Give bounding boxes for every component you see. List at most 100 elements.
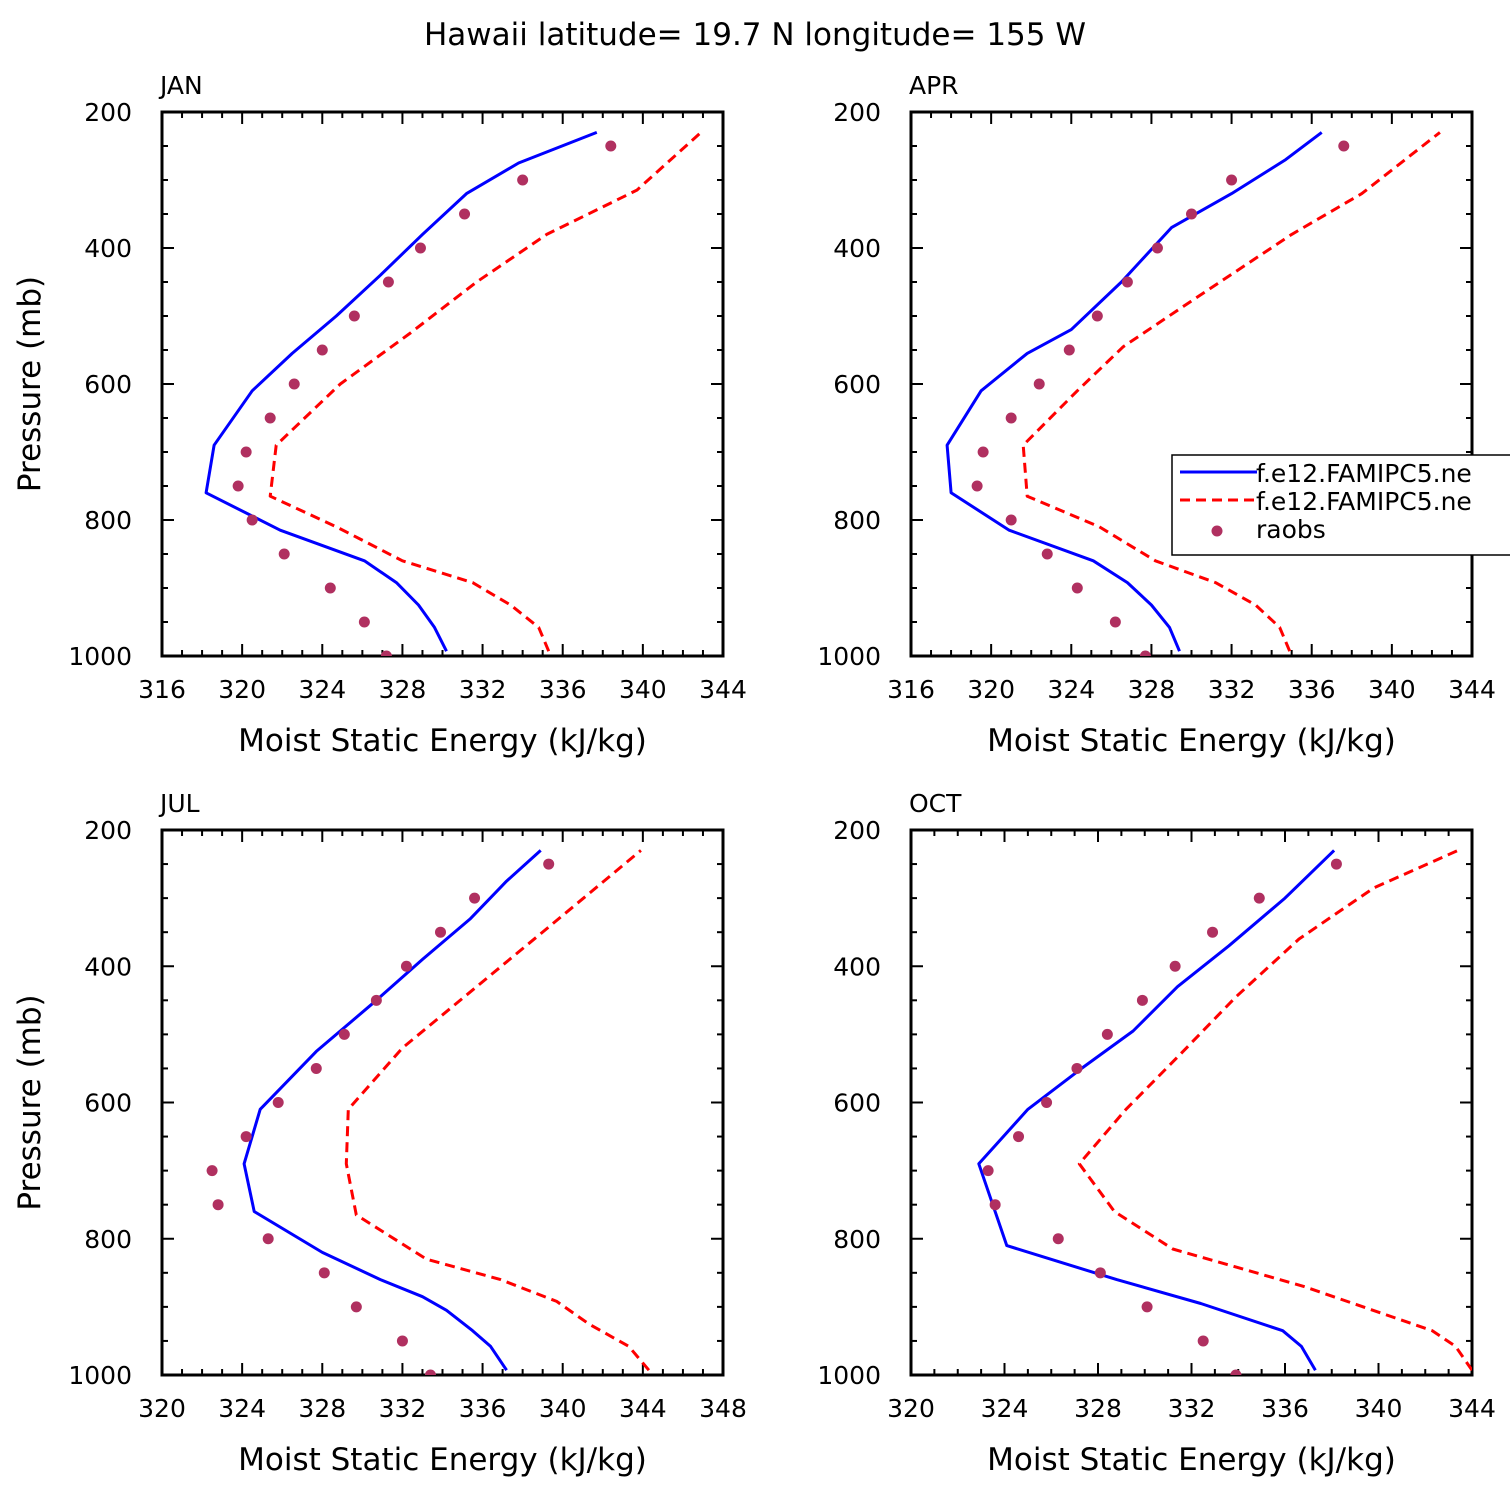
- y-tick-label: 400: [84, 952, 132, 981]
- legend-label: f.e12.FAMIPC5.ne: [1256, 459, 1472, 488]
- x-tick-label: 344: [1448, 1394, 1496, 1423]
- panel-oct: 320 324 328 332 336 340 344 200 400 600 800 1000 Moi…: [817, 789, 1495, 1478]
- raobs-point: [358, 616, 370, 628]
- x-tick-label: 332: [459, 675, 507, 704]
- raobs-point: [982, 1165, 994, 1177]
- raobs-point: [1091, 310, 1103, 322]
- legend-label: f.e12.FAMIPC5.ne: [1256, 487, 1472, 516]
- x-tick-label: 324: [1047, 675, 1095, 704]
- raobs-point: [1005, 514, 1017, 526]
- y-tick-label: 200: [833, 98, 881, 127]
- y-tick-label: 800: [833, 1225, 881, 1254]
- panel-apr: 316 320 324 328 332 336 340 344 200 400 600 800 1000…: [817, 71, 1495, 759]
- plot-area: [977, 849, 1472, 1375]
- x-tick-label: 324: [218, 1394, 266, 1423]
- x-tick-label: 336: [1261, 1394, 1309, 1423]
- x-axis-title: Moist Static Energy (kJ/kg): [238, 723, 647, 759]
- raobs-series: [206, 858, 555, 1375]
- raobs-point: [240, 1131, 252, 1143]
- y-tick-label: 1000: [68, 1361, 132, 1390]
- panel-label: OCT: [909, 789, 962, 818]
- x-tick-label: 340: [619, 675, 667, 704]
- raobs-point: [324, 582, 336, 594]
- raobs-point: [1121, 276, 1133, 288]
- raobs-point: [232, 480, 244, 492]
- x-tick-label: 328: [379, 675, 427, 704]
- raobs-point: [1033, 378, 1045, 390]
- raobs-point: [316, 344, 328, 356]
- raobs-point: [1005, 412, 1017, 424]
- raobs-point: [246, 514, 258, 526]
- x-tick-label: 332: [1208, 675, 1256, 704]
- raobs-point: [1169, 960, 1181, 972]
- y-tick-label: 800: [833, 506, 881, 535]
- raobs-point: [262, 1233, 274, 1245]
- raobs-point: [350, 1301, 362, 1313]
- x-tick-label: 320: [887, 1394, 935, 1423]
- x-tick-label: 328: [298, 1394, 346, 1423]
- x-tick-label: 340: [539, 1394, 587, 1423]
- raobs-point: [424, 1369, 436, 1375]
- raobs-point: [370, 994, 382, 1006]
- y-tick-label: 800: [84, 1225, 132, 1254]
- raobs-point: [1013, 1131, 1025, 1143]
- x-tick-label: 328: [1128, 675, 1176, 704]
- raobs-point: [989, 1199, 1001, 1211]
- y-tick-label: 600: [833, 1089, 881, 1118]
- figure-title: Hawaii latitude= 19.7 N longitude= 155 W: [424, 17, 1086, 53]
- x-tick-label: 320: [218, 675, 266, 704]
- legend-marker-raobs: [1211, 525, 1223, 537]
- x-axis-title: Moist Static Energy (kJ/kg): [238, 1442, 647, 1478]
- x-tick-label: 316: [138, 675, 186, 704]
- raobs-point: [1338, 140, 1350, 152]
- y-tick-label: 400: [833, 234, 881, 263]
- x-tick-label: 328: [1074, 1394, 1122, 1423]
- raobs-point: [1186, 208, 1197, 220]
- model-2-line: [1077, 849, 1472, 1372]
- x-tick-label: 324: [298, 675, 346, 704]
- panel-label: JUL: [158, 789, 200, 818]
- x-tick-label: 316: [887, 675, 935, 704]
- raobs-point: [605, 140, 617, 152]
- raobs-point: [517, 174, 529, 186]
- raobs-point: [459, 208, 471, 220]
- plot-frame: [909, 828, 1474, 1377]
- raobs-point: [1230, 1369, 1242, 1375]
- x-tick-label: 344: [699, 675, 747, 704]
- model-2-line: [1021, 131, 1441, 652]
- raobs-point: [212, 1199, 224, 1211]
- y-tick-label: 200: [833, 816, 881, 845]
- raobs-point: [1052, 1233, 1064, 1245]
- x-tick-label: 324: [981, 1394, 1029, 1423]
- raobs-point: [1063, 344, 1075, 356]
- raobs-point: [1151, 242, 1163, 254]
- raobs-point: [1109, 616, 1121, 628]
- panels: 316 320 324 328 332 336 340 344 200 400 600 800 1000…: [12, 71, 1496, 1478]
- x-tick-label: 336: [539, 675, 587, 704]
- x-tick-label: 336: [1288, 675, 1336, 704]
- model-1-line: [977, 849, 1336, 1371]
- raobs-point: [1226, 174, 1238, 186]
- x-tick-label: 336: [459, 1394, 507, 1423]
- raobs-series: [982, 858, 1342, 1375]
- raobs-point: [400, 960, 412, 972]
- raobs-point: [288, 378, 300, 390]
- y-tick-label: 400: [84, 234, 132, 263]
- raobs-point: [1141, 1301, 1153, 1313]
- raobs-point: [414, 242, 426, 254]
- y-axis-title: Pressure (mb): [12, 994, 48, 1210]
- y-tick-label: 200: [84, 98, 132, 127]
- panel-jan: 316 320 324 328 332 336 340 344 200 400 600 800 1000…: [12, 71, 747, 759]
- x-tick-label: 340: [1368, 675, 1416, 704]
- x-tick-label: 332: [1168, 1394, 1216, 1423]
- raobs-point: [1139, 650, 1151, 656]
- raobs-point: [1094, 1267, 1106, 1279]
- raobs-point: [434, 926, 446, 938]
- y-axis-title: Pressure (mb): [12, 276, 48, 492]
- x-tick-label: 332: [379, 1394, 427, 1423]
- model-2-line: [344, 849, 651, 1372]
- model-1-line: [204, 131, 598, 652]
- raobs-point: [272, 1097, 284, 1108]
